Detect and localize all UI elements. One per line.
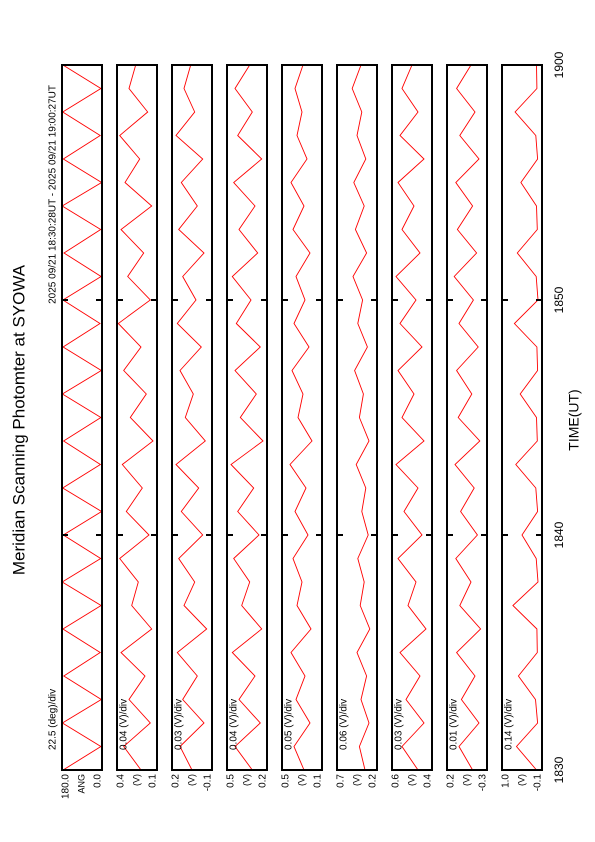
scale-label: 22.5 (deg)/div bbox=[48, 689, 59, 750]
scale-label: 0.14 (V)/div bbox=[504, 699, 515, 750]
y-tick-label: 0.6 bbox=[391, 774, 402, 788]
unit-label: (V) bbox=[351, 774, 361, 786]
x-axis-label: TIME(UT) bbox=[566, 389, 582, 450]
panel-frame bbox=[116, 64, 158, 771]
data-line bbox=[289, 64, 313, 771]
scale-label: 0.04 (V)/div bbox=[119, 699, 130, 750]
subtitle: 2025 09/21 18:30:28UT - 2025 09/21 19:00… bbox=[48, 85, 59, 304]
y-tick-label: -0.1 bbox=[533, 774, 544, 792]
unit-label: (V) bbox=[241, 774, 251, 786]
unit-label: (V) bbox=[516, 774, 526, 786]
y-tick-label: -0.1 bbox=[203, 774, 214, 792]
x-tick-label: 1900 bbox=[552, 51, 566, 78]
data-line bbox=[351, 64, 371, 771]
scale-label: 0.04 (V)/div bbox=[229, 699, 240, 750]
panel-frame bbox=[391, 64, 433, 771]
unit-label: ANG bbox=[76, 774, 86, 794]
x-tick-label: 1830 bbox=[552, 756, 566, 783]
scale-label: 0.03 (V)/div bbox=[394, 699, 405, 750]
panel-frame bbox=[446, 64, 488, 771]
y-tick-label: 0.4 bbox=[423, 774, 434, 788]
scale-label: 0.05 (V)/div bbox=[284, 699, 295, 750]
y-tick-label: 0.5 bbox=[281, 774, 292, 788]
y-tick-label: 180.0 bbox=[61, 774, 72, 799]
unit-label: (V) bbox=[296, 774, 306, 786]
y-tick-label: 0.1 bbox=[313, 774, 324, 788]
x-tick-label: 1840 bbox=[552, 521, 566, 548]
y-tick-label: 0.4 bbox=[116, 774, 127, 788]
y-tick-label: 0.5 bbox=[226, 774, 237, 788]
y-tick-label: -0.3 bbox=[478, 774, 489, 792]
panel-frame bbox=[226, 64, 268, 771]
scale-label: 0.01 (V)/div bbox=[449, 699, 460, 750]
x-tick-label: 1850 bbox=[552, 286, 566, 313]
data-line bbox=[512, 64, 539, 771]
unit-label: (V) bbox=[131, 774, 141, 786]
data-line bbox=[453, 64, 482, 771]
y-tick-label: 1.0 bbox=[501, 774, 512, 788]
data-line bbox=[117, 64, 154, 771]
data-line bbox=[395, 64, 427, 771]
panel-frame bbox=[336, 64, 378, 771]
unit-label: (V) bbox=[186, 774, 196, 786]
y-tick-label: 0.2 bbox=[368, 774, 379, 788]
y-tick-label: 0.2 bbox=[258, 774, 269, 788]
y-tick-label: 0.2 bbox=[446, 774, 457, 788]
unit-label: (V) bbox=[461, 774, 471, 786]
panel-frame bbox=[501, 64, 543, 771]
panel-frame bbox=[61, 64, 103, 771]
panel-frame bbox=[171, 64, 213, 771]
y-tick-label: 0.1 bbox=[148, 774, 159, 788]
y-tick-label: 0.7 bbox=[336, 774, 347, 788]
scale-label: 0.03 (V)/div bbox=[174, 699, 185, 750]
data-line bbox=[230, 64, 264, 771]
data-line bbox=[61, 64, 103, 771]
chart-title: Meridian Scanning Photomter at SYOWA bbox=[9, 264, 28, 575]
scale-label: 0.06 (V)/div bbox=[339, 699, 350, 750]
rotated-plot: Meridian Scanning Photomter at SYOWA 202… bbox=[9, 51, 581, 799]
panel-frame bbox=[281, 64, 323, 771]
y-tick-label: 0.2 bbox=[171, 774, 182, 788]
data-line bbox=[175, 64, 208, 771]
unit-label: (V) bbox=[406, 774, 416, 786]
y-tick-label: 0.0 bbox=[93, 774, 104, 788]
